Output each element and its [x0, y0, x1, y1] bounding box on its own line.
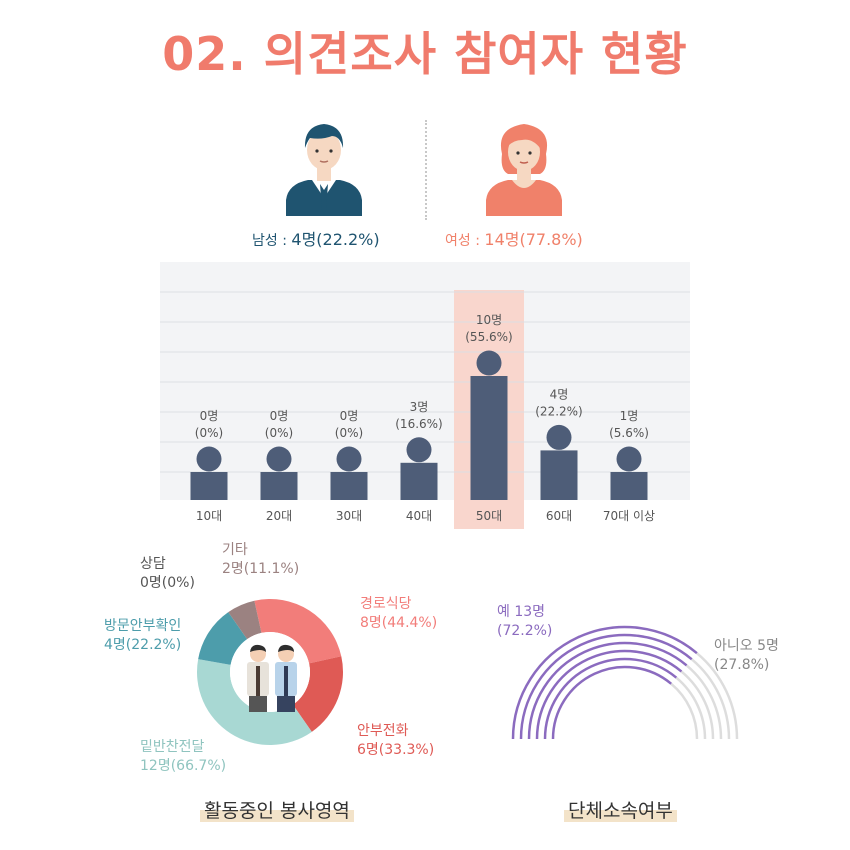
bar [470, 376, 508, 500]
bar-percent-label: (0%) [335, 426, 363, 440]
x-tick-label: 40대 [406, 509, 432, 523]
no-arc [670, 682, 699, 740]
bar-count-label: 4명 [550, 387, 569, 401]
gender-divider [425, 120, 427, 220]
bar-cap-dot [266, 446, 292, 472]
bar-count-label: 0명 [200, 409, 219, 423]
slice-label-mitban: 밑반찬전달 12명(66.7%) [140, 739, 227, 774]
bar-cap-dot [546, 424, 572, 450]
bar-count-label: 0명 [340, 409, 359, 423]
bar-percent-label: (0%) [195, 426, 223, 440]
bar [260, 472, 298, 500]
x-tick-label: 10대 [196, 509, 222, 523]
slice-label-gyeongro: 경로식당 8명(44.4%) [360, 596, 438, 631]
male-person-icon [286, 124, 362, 216]
female-count: 여성 : 14명(77.8%) [445, 230, 583, 249]
membership-arc-chart [511, 625, 739, 740]
slice-label-banmun: 방문안부확인 4명(22.2%) [104, 618, 182, 653]
x-tick-label: 30대 [336, 509, 362, 523]
membership-caption: 단체소속여부 [560, 794, 681, 826]
bar-count-label: 1명 [620, 409, 639, 423]
x-tick-label: 50대 [476, 509, 502, 523]
no-arc [685, 664, 723, 740]
yes-arc [527, 641, 688, 740]
bar [540, 450, 578, 500]
bar [400, 462, 438, 500]
donut-slice [292, 656, 343, 732]
x-tick-label: 20대 [266, 509, 292, 523]
bar [330, 472, 368, 500]
bar [610, 472, 648, 500]
arc-label-yes: 예 13명 (72.2%) [497, 604, 553, 639]
male-count: 남성 : 4명(22.2%) [252, 230, 380, 249]
bar-count-label: 0명 [270, 409, 289, 423]
yes-arc [551, 665, 673, 740]
bar-percent-label: (22.2%) [535, 404, 582, 418]
donut-slice [254, 599, 342, 664]
female-person-icon [486, 124, 562, 216]
service-area-caption: 활동중인 봉사영역 [196, 794, 358, 826]
yes-arc [535, 649, 683, 740]
bar [190, 472, 228, 500]
yes-arc [543, 657, 678, 740]
page-title: 02. 의견조사 참여자 현황 [162, 27, 688, 81]
age-bar-chart: 0명 (0%) 10대 0명 (0%) 20대 0명 (0%) 30대 3명 (16.6%) 40대 1… [160, 262, 690, 529]
bar-percent-label: (55.6%) [465, 330, 512, 344]
yes-arc [511, 625, 698, 740]
bar-percent-label: (0%) [265, 426, 293, 440]
bar-percent-label: (16.6%) [395, 417, 442, 431]
x-tick-label: 60대 [546, 509, 572, 523]
x-tick-label: 70대 이상 [603, 509, 655, 523]
donut-slice [197, 659, 312, 745]
bar-cap-dot [196, 446, 222, 472]
bar-cap-dot [406, 437, 432, 463]
bar-cap-dot [476, 350, 502, 376]
bar-count-label: 3명 [410, 400, 429, 414]
no-arc [690, 658, 731, 740]
volunteers-talking-icon [247, 644, 297, 712]
donut-slice [228, 600, 262, 640]
yes-arc [519, 633, 693, 740]
bar-count-label: 10명 [476, 313, 502, 327]
slice-label-gita: 기타 2명(11.1%) [222, 542, 300, 577]
donut-slice [198, 612, 248, 665]
slice-label-anbu: 안부전화 6명(33.3%) [357, 723, 435, 758]
no-arc [696, 652, 739, 740]
arc-label-no: 아니오 5명 (27.8%) [714, 638, 779, 673]
bar-cap-dot [616, 446, 642, 472]
bar-percent-label: (5.6%) [609, 426, 649, 440]
slice-label-sangdam: 상담 0명(0%) [140, 556, 195, 591]
no-arc [680, 670, 715, 740]
bar-cap-dot [336, 446, 362, 472]
no-arc [675, 676, 707, 740]
